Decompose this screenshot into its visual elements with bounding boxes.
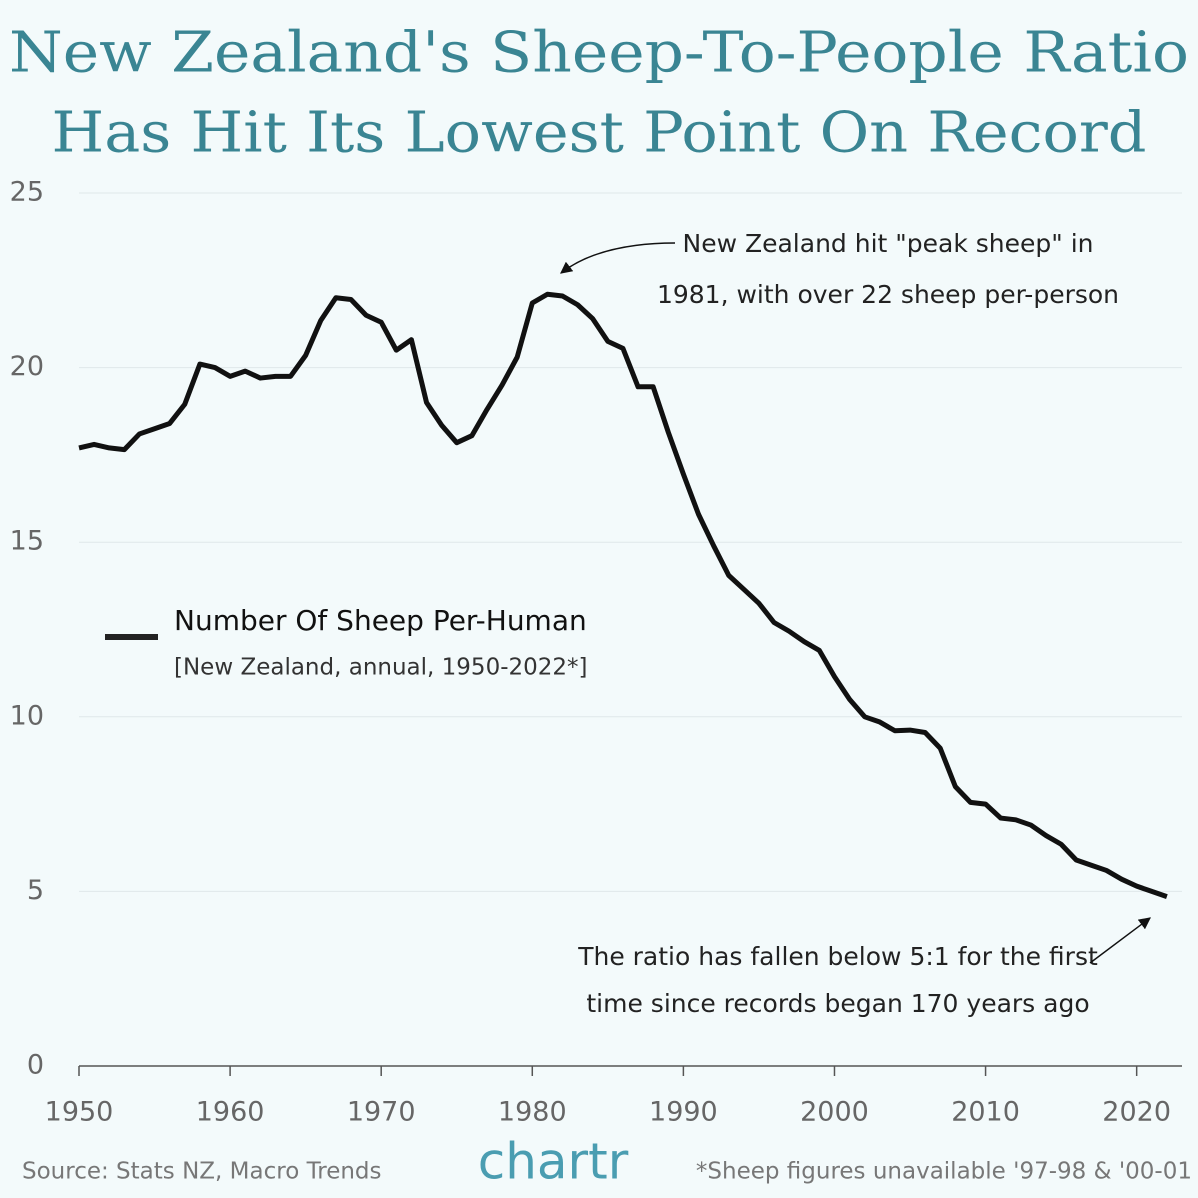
chart-subtitle: [New Zealand, annual, 1950-2022*] bbox=[174, 655, 588, 681]
y-tick-label: 20 bbox=[10, 351, 44, 382]
y-tick-label: 10 bbox=[10, 700, 44, 731]
x-tick-label: 2010 bbox=[951, 1097, 1020, 1128]
annotation: New Zealand hit "peak sheep" in bbox=[683, 229, 1094, 258]
y-tick-label: 0 bbox=[27, 1050, 44, 1081]
data-line bbox=[78, 291, 1168, 900]
y-tick-label: 5 bbox=[27, 875, 44, 906]
x-tick-label: 1980 bbox=[498, 1097, 567, 1128]
chart-title: Has Hit Its Lowest Point On Record bbox=[52, 101, 1147, 166]
legend-label: Number Of Sheep Per-Human bbox=[174, 604, 587, 637]
chart-title: New Zealand's Sheep-To-People Ratio bbox=[9, 21, 1189, 86]
annotation-arrow bbox=[560, 242, 676, 274]
source: Source: Stats NZ, Macro Trends bbox=[22, 1159, 382, 1185]
annotation-arrow bbox=[1089, 917, 1151, 964]
x-tick-label: 1970 bbox=[347, 1097, 416, 1128]
note: *Sheep figures unavailable '97-98 & '00-… bbox=[696, 1159, 1192, 1185]
annotation: time since records began 170 years ago bbox=[586, 989, 1089, 1018]
x-tick-label: 2020 bbox=[1102, 1097, 1171, 1128]
logo: chartr bbox=[478, 1133, 629, 1191]
y-tick-label: 15 bbox=[10, 526, 44, 557]
annotation: The ratio has fallen below 5:1 for the f… bbox=[577, 942, 1098, 971]
y-tick-label: 25 bbox=[10, 177, 44, 208]
x-tick-label: 1990 bbox=[649, 1097, 718, 1128]
x-tick-label: 2000 bbox=[800, 1097, 869, 1128]
x-tick-label: 1950 bbox=[45, 1097, 114, 1128]
x-tick-label: 1960 bbox=[196, 1097, 265, 1128]
annotation: 1981, with over 22 sheep per-person bbox=[657, 280, 1119, 309]
